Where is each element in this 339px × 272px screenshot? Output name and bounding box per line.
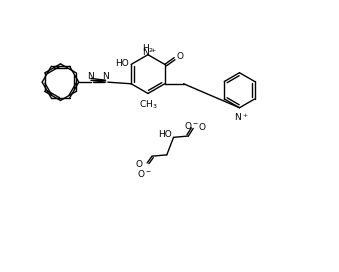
Text: O: O	[135, 160, 142, 169]
Text: HO: HO	[115, 58, 129, 67]
Text: N: N	[102, 72, 109, 81]
Text: N: N	[87, 72, 94, 81]
Text: O: O	[198, 123, 205, 132]
Text: O$^-$: O$^-$	[138, 168, 153, 179]
Text: H$_2$: H$_2$	[142, 42, 154, 55]
Text: O: O	[176, 52, 183, 61]
Text: HO: HO	[158, 130, 172, 139]
Text: N$^+$: N$^+$	[142, 47, 157, 58]
Text: N$^+$: N$^+$	[234, 112, 248, 123]
Text: CH$_3$: CH$_3$	[139, 98, 157, 111]
Text: O$^-$: O$^-$	[184, 120, 199, 131]
